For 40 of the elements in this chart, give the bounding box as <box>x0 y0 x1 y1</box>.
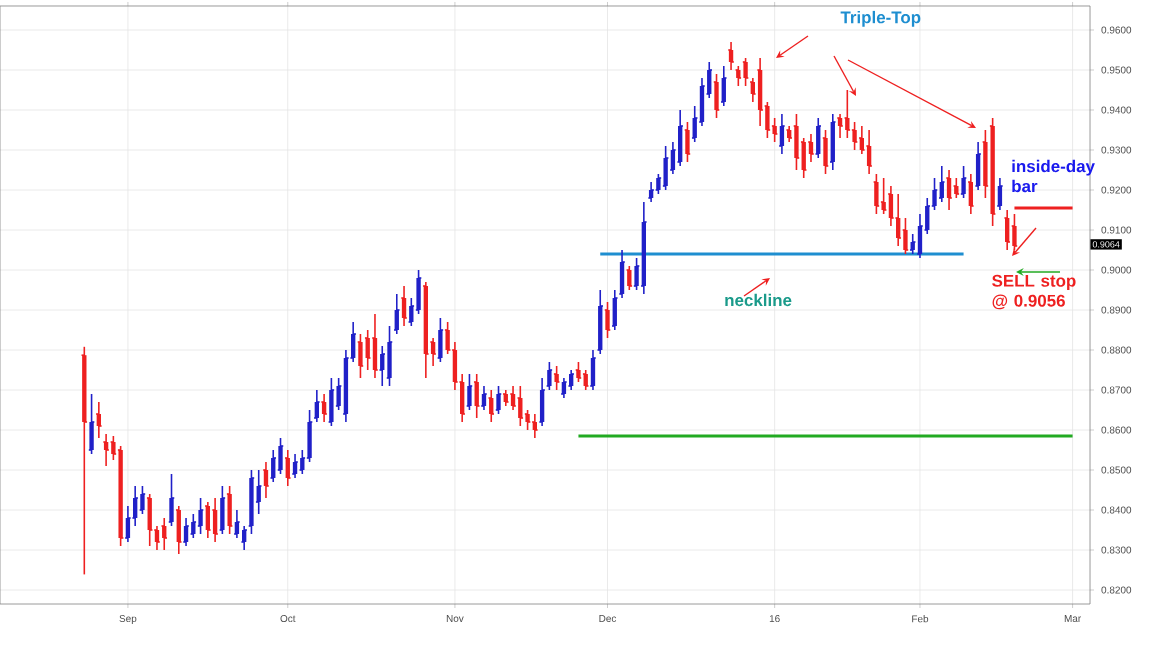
candlestick <box>445 321 450 355</box>
candlestick <box>903 217 908 255</box>
candlestick <box>496 385 501 415</box>
candlestick <box>757 57 763 127</box>
candlestick <box>140 485 145 515</box>
candlestick <box>685 121 690 163</box>
annotation: SELL stop @ 0.9056 <box>992 274 1076 310</box>
candlestick <box>794 113 799 171</box>
candlestick <box>467 373 472 411</box>
annotation: Triple-Top <box>840 10 921 27</box>
candlestick <box>227 485 232 535</box>
candlestick <box>387 325 392 387</box>
candlestick <box>605 301 610 339</box>
candlestick <box>220 485 225 535</box>
candlestick <box>852 121 857 151</box>
candlestick <box>416 269 421 315</box>
candlestick <box>823 129 828 175</box>
candlestick <box>874 173 879 215</box>
annotation: neckline <box>725 293 792 307</box>
candlestick <box>89 393 94 455</box>
candlestick <box>278 437 283 475</box>
candlestick <box>714 73 719 119</box>
candlestick <box>169 473 174 527</box>
candlestick <box>961 165 966 199</box>
candlestick <box>554 365 559 391</box>
candlestick <box>438 317 443 363</box>
candlestick <box>547 361 552 391</box>
candlestick <box>358 333 363 379</box>
candlestick <box>307 409 312 463</box>
candlestick <box>881 177 886 215</box>
candlestick <box>249 469 254 535</box>
candlestick <box>198 497 203 535</box>
candlestick <box>830 113 835 171</box>
candlestick <box>329 377 334 427</box>
candlestick <box>663 145 668 191</box>
candlestick <box>932 177 937 211</box>
candlestick <box>743 57 748 87</box>
annotation: inside-day bar <box>1012 159 1095 193</box>
candlestick <box>598 289 603 355</box>
candlestick <box>576 361 581 383</box>
